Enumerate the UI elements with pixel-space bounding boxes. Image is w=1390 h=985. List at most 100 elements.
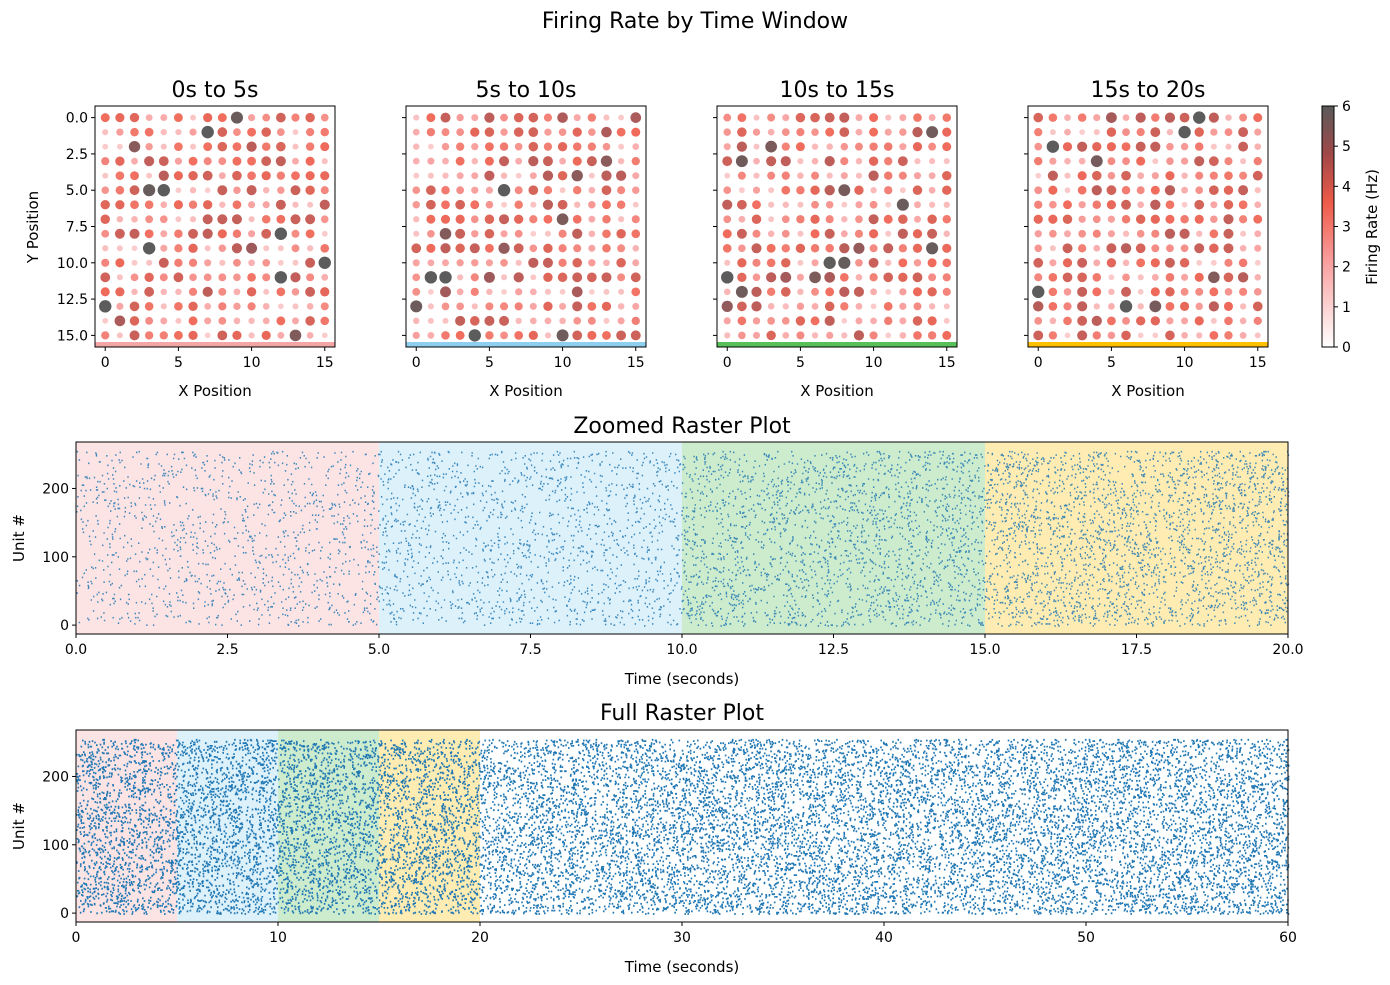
y-ticks: 0.0 2.5 5.0 7.5 10.0 12.5 15.0 [57,111,95,344]
rate-dot [1254,244,1262,252]
rate-dot [413,114,420,121]
rate-dot [102,245,109,252]
rate-dot [188,228,198,239]
rate-dot [1223,185,1234,195]
rate-dot [631,127,641,137]
rate-dot [529,215,538,224]
x-tick-label: 17.5 [1121,642,1152,658]
rate-dot [810,316,820,326]
rate-dot [1136,156,1146,166]
rate-dot [824,228,835,239]
rate-dot [500,113,508,122]
rate-dot [926,242,939,255]
rate-dot [231,214,242,225]
rate-dot [115,113,125,123]
rate-dot [853,242,865,254]
rate-dot [543,301,553,312]
rate-dot [1092,287,1102,297]
x-axis-label: X Position [178,382,251,400]
rate-dot [233,128,241,137]
rate-dot [898,214,908,224]
rate-dot [855,128,863,136]
rate-dot [897,228,908,239]
x-tick-label: 0 [723,355,732,371]
rate-dot [500,230,508,238]
rate-dot [723,128,732,136]
heatmap-dots [405,105,647,348]
rate-dot [825,244,834,253]
rate-dot [602,215,611,224]
rate-dot [262,186,270,194]
rate-dot [1077,286,1088,297]
rate-dot [100,214,110,224]
rate-dot [602,244,611,253]
rate-dot [217,113,227,123]
rate-dot [558,128,567,136]
rate-dot [292,259,299,266]
rate-dot [173,200,183,210]
x-ticks: 0 5 10 15 [723,347,956,371]
rate-dot [811,157,819,165]
rate-dot [442,172,449,179]
rate-dot [942,273,951,282]
y-tick-label: 12.5 [57,292,88,308]
rate-dot [752,229,761,238]
rate-dot [1194,142,1204,151]
rate-dot [826,172,833,179]
rate-dot [427,229,435,238]
rate-dot [217,229,227,239]
x-tick-label: 10 [243,355,261,371]
rate-dot [811,200,819,209]
rate-dot [632,259,640,267]
rate-dot [1223,228,1234,239]
rate-dot [753,143,760,150]
rate-dot [542,170,554,181]
rate-dot [1152,332,1159,339]
rate-dot [498,242,510,254]
rate-dot [588,186,596,194]
rate-dot [824,271,836,283]
rate-dot [219,201,226,208]
rate-dot [276,171,286,180]
rate-dot [1252,170,1263,181]
rate-dot [1077,171,1087,181]
x-ticks: 0 5 10 15 [412,347,645,371]
plot-background [1028,106,1268,347]
rate-dot [781,317,790,325]
rate-dot [796,302,805,311]
rate-dot [840,142,849,151]
rate-dot [601,301,612,312]
rate-dot [1093,259,1101,267]
rate-dot [413,317,420,325]
rate-dot [1122,273,1130,282]
plot-background [95,106,335,347]
rate-dot [305,286,316,297]
rate-dot [738,244,746,253]
rate-dot [320,113,329,122]
rate-dot [1254,128,1262,136]
x-tick-label: 15 [316,355,334,371]
rate-dot [146,259,153,266]
y-tick-label: 15.0 [57,328,88,344]
rate-dot [159,273,168,282]
rate-dot [1164,112,1176,123]
rate-dot [943,317,950,324]
rate-dot [1238,127,1249,138]
rate-dot [248,216,255,223]
rate-dot [1064,128,1071,136]
rate-dot [102,317,109,324]
rate-dot [217,330,228,341]
rate-dot [320,215,329,224]
rate-dot [144,302,154,311]
rate-dot [485,186,493,194]
y-ticks: 0 100 200 [42,481,76,634]
rate-dot [246,185,257,196]
rate-dot [247,272,256,282]
rate-dot [558,229,567,238]
rate-dot [588,244,596,252]
rate-dot [1224,331,1233,340]
rate-dot [305,316,315,326]
rate-dot [631,156,640,166]
rate-dot [426,199,436,210]
rate-dot [883,301,893,311]
